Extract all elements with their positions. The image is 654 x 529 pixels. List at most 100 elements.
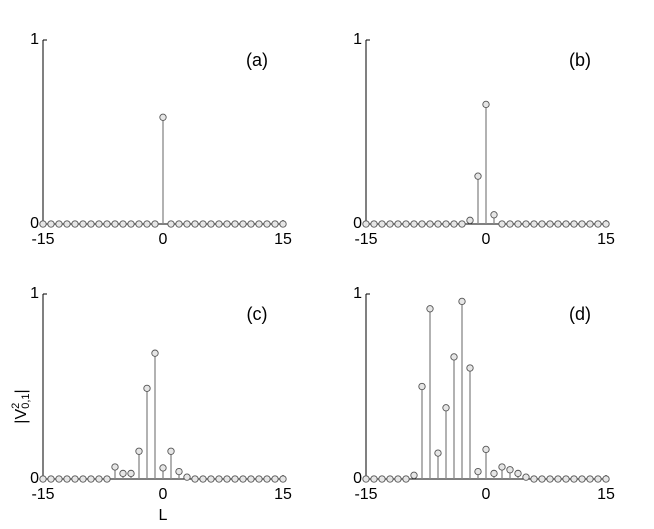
stem-marker xyxy=(602,220,610,228)
stem-marker xyxy=(87,475,95,483)
stem-marker xyxy=(279,220,287,228)
x-tick-label: 15 xyxy=(274,486,292,503)
stem-marker xyxy=(167,220,175,228)
stem-marker xyxy=(71,475,79,483)
stem-marker xyxy=(410,220,418,228)
stem-marker xyxy=(207,220,215,228)
y-tick-label: 0 xyxy=(353,215,362,232)
y-axis-label-end: | xyxy=(13,389,30,393)
x-tick-label: 0 xyxy=(482,486,491,503)
stem-marker xyxy=(159,464,167,472)
stem-marker xyxy=(458,297,466,306)
panel-label: (a) xyxy=(246,50,268,70)
x-tick-label: -15 xyxy=(31,231,54,248)
stem-marker xyxy=(191,475,199,483)
stem-marker xyxy=(247,220,255,228)
stem-marker xyxy=(231,475,239,483)
stem-marker xyxy=(594,475,602,483)
y-tick-label: 1 xyxy=(30,285,39,302)
x-tick-label: -15 xyxy=(354,486,377,503)
stem-marker xyxy=(386,475,394,483)
x-tick-label: 15 xyxy=(597,486,615,503)
stem-marker xyxy=(466,216,474,224)
stem-marker xyxy=(271,220,279,228)
stem-marker xyxy=(426,305,434,313)
stem-marker xyxy=(215,475,223,483)
stem-marker xyxy=(79,220,87,228)
stem-marker xyxy=(135,220,143,228)
x-tick-label: -15 xyxy=(354,231,377,248)
stem-marker xyxy=(594,220,602,228)
stem-marker xyxy=(151,349,159,357)
stem-marker xyxy=(63,475,71,483)
stem-marker xyxy=(119,469,127,478)
stem-marker xyxy=(255,475,263,483)
stem-marker xyxy=(175,467,183,476)
stem-marker xyxy=(55,220,63,228)
stem-marker xyxy=(362,475,370,483)
stem-marker xyxy=(458,220,466,228)
y-tick-label: 0 xyxy=(353,470,362,487)
stem-marker xyxy=(111,463,119,471)
y-axis-label-sup: 2 xyxy=(10,403,22,409)
stem-marker xyxy=(586,220,594,228)
y-tick-label: 0 xyxy=(30,215,39,232)
stem-marker xyxy=(159,113,167,121)
stem-marker xyxy=(199,475,207,483)
stem-marker xyxy=(402,220,410,228)
panel-label: (c) xyxy=(247,304,268,324)
stem-marker xyxy=(562,220,570,228)
stem-marker xyxy=(394,475,402,483)
stem-marker xyxy=(546,220,554,228)
stem-marker xyxy=(522,473,530,481)
stem-marker xyxy=(191,220,199,228)
y-tick-label: 1 xyxy=(353,31,362,48)
stem-marker xyxy=(255,220,263,228)
stem-marker xyxy=(362,220,370,228)
stem-marker xyxy=(279,475,287,483)
x-axis-label: L xyxy=(159,507,168,524)
y-tick-label: 0 xyxy=(30,470,39,487)
stem-marker xyxy=(79,475,87,483)
stem-marker xyxy=(183,473,191,481)
stem-marker xyxy=(55,475,63,483)
x-tick-label: -15 xyxy=(31,486,54,503)
stem-marker xyxy=(207,475,215,483)
stem-marker xyxy=(394,220,402,228)
stem-marker xyxy=(183,220,191,228)
stem-marker xyxy=(578,220,586,228)
stem-marker xyxy=(103,475,111,483)
panel-label: (b) xyxy=(569,50,591,70)
stem-marker xyxy=(554,475,562,483)
stem-marker xyxy=(474,467,482,476)
stem-marker xyxy=(71,220,79,228)
stem-marker xyxy=(263,220,271,228)
stem-marker xyxy=(506,466,514,474)
stem-marker xyxy=(434,449,442,457)
y-axis-label: |V20,1| xyxy=(10,389,32,423)
stem-marker xyxy=(498,220,506,228)
stem-marker xyxy=(482,445,490,454)
x-tick-label: 15 xyxy=(274,231,292,248)
stem-marker xyxy=(47,220,55,228)
stem-marker xyxy=(47,475,55,483)
stem-marker xyxy=(370,220,378,228)
stem-marker xyxy=(530,220,538,228)
stem-marker xyxy=(239,220,247,228)
stem-marker xyxy=(538,475,546,483)
stem-marker xyxy=(127,469,135,478)
stem-marker xyxy=(442,404,450,412)
stem-marker xyxy=(498,463,506,471)
y-tick-label: 1 xyxy=(30,31,39,48)
stem-marker xyxy=(474,172,482,180)
stem-marker xyxy=(199,220,207,228)
stem-marker xyxy=(119,220,127,228)
stem-marker xyxy=(95,220,103,228)
stem-marker xyxy=(247,475,255,483)
x-tick-label: 0 xyxy=(159,231,168,248)
stem-marker xyxy=(482,100,490,109)
y-tick-label: 1 xyxy=(353,285,362,302)
stem-marker xyxy=(63,220,71,228)
stem-marker xyxy=(167,447,175,455)
